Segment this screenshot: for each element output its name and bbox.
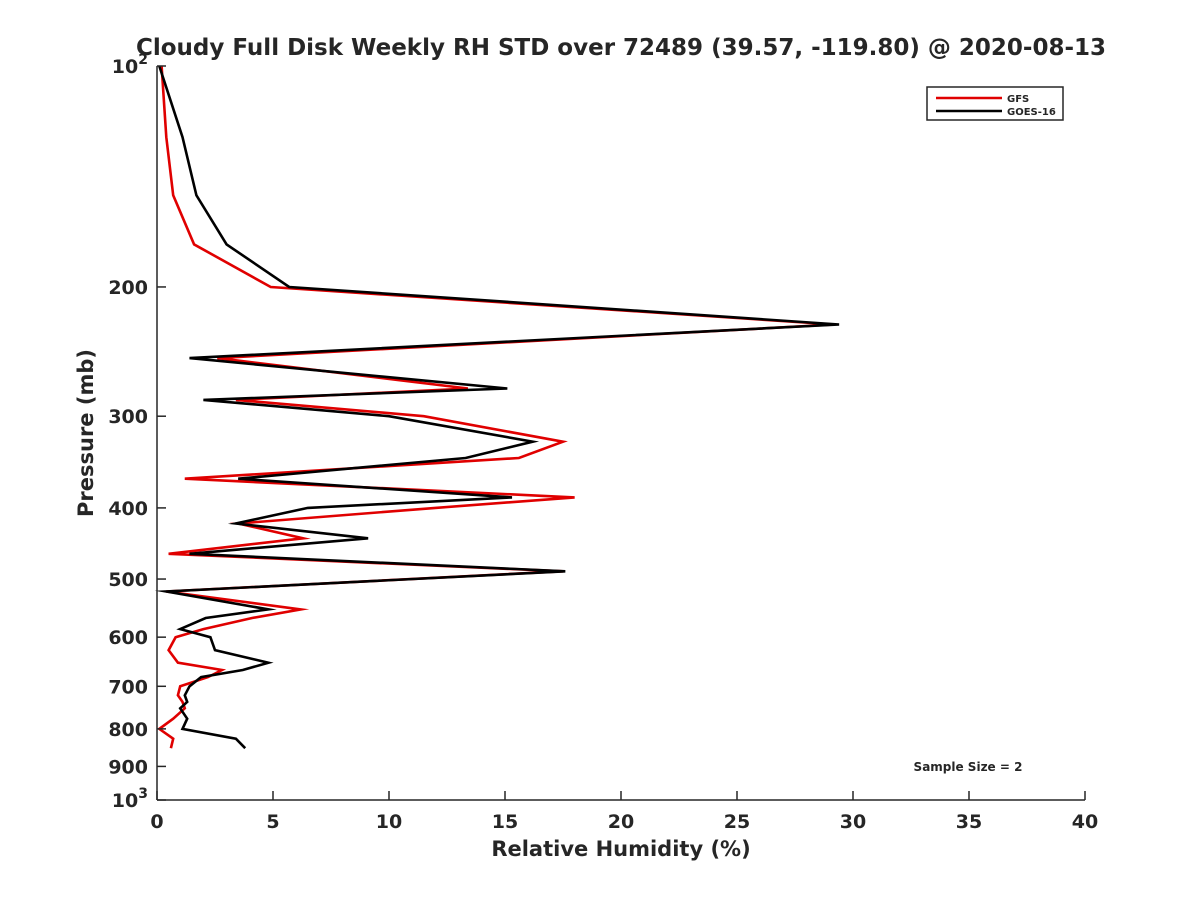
chart-title: Cloudy Full Disk Weekly RH STD over 7248… xyxy=(136,35,1106,61)
sample-size-annotation: Sample Size = 2 xyxy=(914,760,1023,774)
legend: GFS GOES-16 xyxy=(926,86,1064,121)
y-tick-label: 800 xyxy=(108,719,148,741)
y-tick-label: 500 xyxy=(108,569,148,591)
legend-label: GOES-16 xyxy=(1007,107,1056,118)
y-tick-label: 400 xyxy=(108,498,148,520)
x-tick-label: 35 xyxy=(956,811,982,833)
y-tick-label: 200 xyxy=(108,277,148,299)
y-tick-label: 600 xyxy=(108,627,148,649)
y-tick-label: 900 xyxy=(108,756,148,778)
y-axis-label: Pressure (mb) xyxy=(74,349,98,517)
x-axis-label: Relative Humidity (%) xyxy=(491,837,750,861)
plot-area xyxy=(157,66,1085,800)
x-tick-label: 20 xyxy=(608,811,634,833)
y-tick-label: 102 xyxy=(112,52,148,78)
x-tick-label: 5 xyxy=(266,811,279,833)
series-layer xyxy=(154,65,840,750)
legend-box xyxy=(926,86,1064,121)
y-tick-label: 103 xyxy=(112,786,148,812)
x-tick-label: 30 xyxy=(840,811,866,833)
axes-layer: 0 5 10 15 20 25 30 35 40 102 200 300 400 500 600 700 800… xyxy=(108,52,1098,833)
x-tick-label: 0 xyxy=(150,811,163,833)
x-tick-label: 15 xyxy=(492,811,518,833)
y-tick-label: 700 xyxy=(108,676,148,698)
y-tick-label: 300 xyxy=(108,406,148,428)
x-tick-label: 25 xyxy=(724,811,750,833)
x-tick-label: 10 xyxy=(376,811,402,833)
x-tick-label: 40 xyxy=(1072,811,1098,833)
legend-label: GFS xyxy=(1007,94,1029,105)
series-line-goes-16 xyxy=(154,65,840,750)
